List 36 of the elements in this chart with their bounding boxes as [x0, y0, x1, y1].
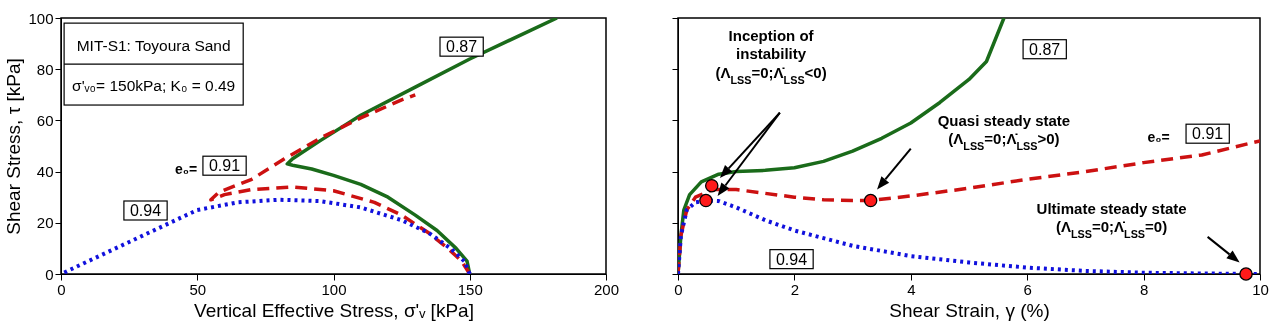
x-tick-label: 8	[1139, 280, 1149, 298]
series-label: 0.87	[446, 38, 478, 56]
series-label: 0.91	[208, 157, 241, 175]
y-axis-title: Shear Stress, τ [kPa]	[3, 58, 25, 235]
x-tick-label: 200	[593, 280, 620, 298]
x-tick-label: 0	[57, 280, 66, 298]
y-tick-label: 0	[45, 265, 54, 283]
y-tick-label: 60	[36, 111, 54, 129]
series-label: 0.94	[775, 250, 808, 268]
series-label: 0.91	[1192, 125, 1224, 143]
x-tick-label: 10	[1252, 280, 1269, 298]
line-series	[285, 18, 559, 274]
y-tick-label: 40	[36, 163, 54, 181]
x-tick-label: 6	[1023, 280, 1032, 298]
annotation: MIT-S1: Toyoura Sand	[76, 37, 231, 55]
y-tick-label: 100	[28, 9, 54, 27]
x-tick-label: 0	[674, 280, 683, 298]
x-axis-title: Shear Strain, γ (%)	[889, 299, 1050, 321]
annotation: e₀=	[1147, 129, 1170, 146]
series-label: 0.94	[129, 202, 162, 219]
line-series	[209, 93, 472, 274]
y-tick-label: 20	[36, 214, 54, 232]
annotation: e₀=	[174, 161, 198, 178]
x-tick-label: 150	[457, 280, 483, 298]
series-label: 0.87	[1029, 40, 1061, 58]
annotation: Quasi steady state (Λ$_{LSS}$=0;Λ̇$_{LSS}$>0)	[937, 111, 1071, 152]
line-series	[61, 197, 472, 274]
annotation: Ultimate steady state (Λ$_{LSS}$=0;Λ̇$_{LSS}$=0)	[1036, 199, 1187, 241]
annotation: σ'ᵥ₀= 150kPa; K₀ = 0.49	[72, 76, 236, 94]
annotation: Inception of instability (Λ$_{LSS}$=0;Λ̇$_{LSS}$<0)	[715, 27, 827, 86]
x-tick-label: 4	[907, 280, 916, 298]
x-tick-label: 2	[790, 280, 800, 298]
x-axis-title: Vertical Effective Stress, σ'ᵥ [kPa]	[194, 299, 474, 321]
y-tick-label: 80	[36, 60, 54, 78]
x-tick-label: 50	[189, 280, 207, 298]
x-tick-label: 100	[321, 280, 347, 298]
